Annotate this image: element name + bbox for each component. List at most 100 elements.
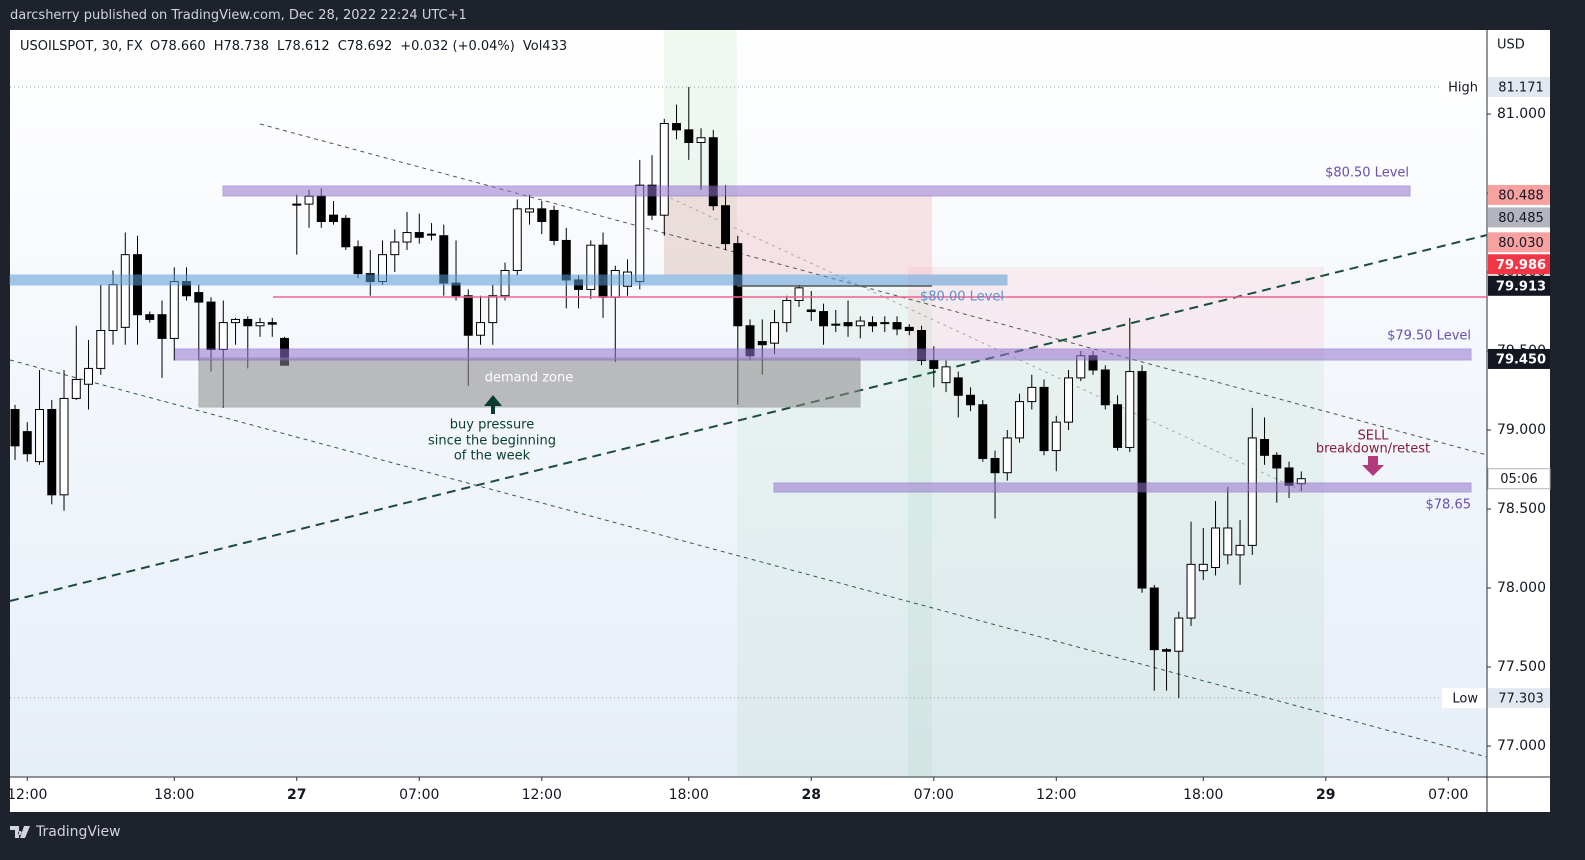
price-tag-label: 77.303 xyxy=(1498,692,1544,707)
x-tick-label: 18:00 xyxy=(669,787,709,803)
price-tag xyxy=(1488,207,1550,228)
candle-body xyxy=(1260,439,1270,456)
price-tag-label: 79.913 xyxy=(1496,279,1546,294)
open-value: O78.660 xyxy=(150,39,206,54)
candle-body xyxy=(476,322,486,336)
candle-body xyxy=(1211,527,1221,568)
publish-info: darcsherry published on TradingView.com,… xyxy=(10,8,467,23)
candle-body xyxy=(255,322,265,327)
level-label: $78.65 xyxy=(1426,498,1472,513)
candle-body xyxy=(463,295,473,336)
y-tick-label: 78.500 xyxy=(1497,501,1546,517)
candle-body xyxy=(561,239,571,281)
candle-body xyxy=(770,322,780,344)
candle-body xyxy=(635,184,645,283)
level-band xyxy=(773,482,1472,493)
candle-body xyxy=(1162,649,1172,652)
candle-body xyxy=(708,137,718,207)
candle-body xyxy=(243,318,253,327)
price-tag xyxy=(1488,688,1550,709)
price-tag-label: 81.171 xyxy=(1498,81,1544,96)
candle-body xyxy=(1002,437,1012,474)
extreme-tag-label: High xyxy=(1448,81,1478,96)
candle-body xyxy=(1174,617,1184,652)
candle-body xyxy=(71,378,81,399)
level-label: $80.00 Level xyxy=(920,290,1004,305)
candle-body xyxy=(757,341,767,346)
candle-body xyxy=(831,323,841,326)
candle-body xyxy=(267,322,277,325)
candle-body xyxy=(22,431,32,455)
candle-body xyxy=(647,184,657,216)
logo xyxy=(10,826,30,838)
symbol: USOILSPOT, 30, FX xyxy=(20,39,143,54)
candle-body xyxy=(990,457,1000,474)
candle-body xyxy=(880,322,890,325)
trend-line xyxy=(9,359,1488,758)
candle-body xyxy=(120,254,130,328)
candle-body xyxy=(108,284,118,332)
candle-body xyxy=(47,409,57,496)
candle-body xyxy=(1186,563,1196,619)
candle-body xyxy=(953,377,963,396)
candle-body xyxy=(169,281,179,339)
candle-body xyxy=(892,322,902,330)
zone-label: demand zone xyxy=(485,371,574,386)
demand-zone xyxy=(198,357,861,408)
x-tick-label: 28 xyxy=(802,787,821,803)
candle-body xyxy=(316,195,326,222)
candle-body xyxy=(1223,527,1233,556)
axes: 77.00077.50078.00078.50079.00079.50080.0… xyxy=(7,77,1551,803)
candle-body xyxy=(819,311,829,327)
level-band xyxy=(222,185,1411,197)
candle-body xyxy=(488,295,498,324)
candle-body xyxy=(941,366,951,384)
signal-label: SELL xyxy=(1358,429,1390,444)
level-band xyxy=(174,348,1472,361)
up-arrow xyxy=(484,395,502,414)
candle-body xyxy=(549,209,559,241)
price-tag xyxy=(1488,77,1550,98)
time-axis xyxy=(10,777,1487,812)
candle-body xyxy=(1149,587,1159,651)
candle-body xyxy=(794,287,804,301)
candle-body xyxy=(353,246,363,275)
candles xyxy=(10,87,1306,699)
candle-body xyxy=(1051,421,1061,452)
countdown-tag xyxy=(1487,468,1551,490)
note: buy pressure xyxy=(450,418,534,433)
price-tag-label: 80.485 xyxy=(1498,211,1544,226)
candle-body xyxy=(218,322,228,350)
candle-body xyxy=(157,314,167,339)
price-tag xyxy=(1488,254,1550,275)
price-tag xyxy=(1488,275,1550,296)
currency: USD xyxy=(1497,38,1525,53)
candle-body xyxy=(782,299,792,324)
candle-body xyxy=(512,208,522,271)
note: since the beginning xyxy=(428,434,556,449)
price-tag-label: 80.488 xyxy=(1498,188,1544,203)
candle-body xyxy=(978,404,988,459)
candle-body xyxy=(684,129,694,143)
candle-body xyxy=(1015,401,1025,439)
drawing-tools: $80.50 Level $80.00 Level $79.50 Level $… xyxy=(9,166,1487,513)
level-label: $80.50 Level xyxy=(1325,166,1409,181)
close-value: C78.692 xyxy=(338,39,393,54)
price-tag xyxy=(1488,184,1550,205)
x-tick-label: 18:00 xyxy=(1183,787,1223,803)
candle-body xyxy=(696,137,706,143)
x-tick-label: 07:00 xyxy=(399,787,439,803)
candle-body xyxy=(402,232,412,243)
candle-body xyxy=(390,241,400,256)
footer: TradingView xyxy=(10,820,121,844)
x-tick-label: 27 xyxy=(287,787,306,803)
candle-body xyxy=(35,409,45,463)
candle-body xyxy=(96,330,106,369)
x-tick-label: 29 xyxy=(1316,787,1335,803)
symbol-legend: USOILSPOT, 30, FX O78.660 H78.738 L78.612 C7… xyxy=(20,39,567,54)
down-arrow xyxy=(1362,456,1384,476)
price-tag-label: 79.986 xyxy=(1496,258,1546,273)
candle-body xyxy=(917,330,927,362)
x-tick-label: 12:00 xyxy=(1036,787,1076,803)
